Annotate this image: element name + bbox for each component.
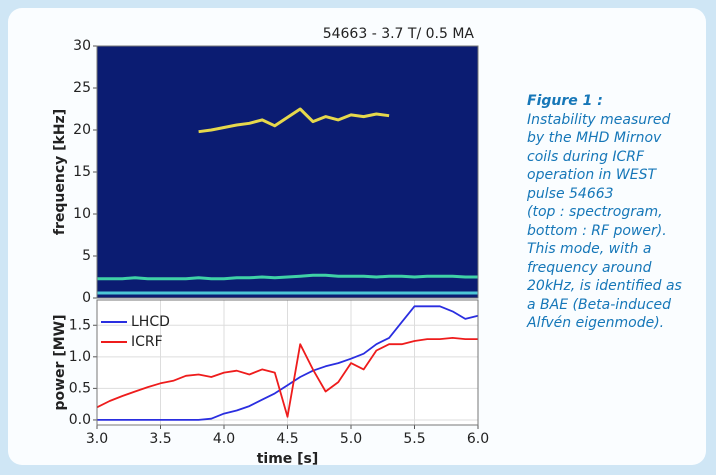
legend-label: LHCD xyxy=(131,314,170,330)
caption-line: (top : spectrogram, xyxy=(527,204,663,220)
plot-frame xyxy=(96,45,479,299)
x-tick-label: 3.0 xyxy=(86,431,108,447)
caption-line: bottom : RF power). xyxy=(527,222,667,239)
caption: Figure 1 : Instability measured by the MHD… xyxy=(527,92,707,333)
y-axis-title: frequency [kHz] xyxy=(52,109,68,235)
y-tick-label: 25 xyxy=(73,80,91,96)
spectrogram-background xyxy=(97,46,478,298)
caption-line: Instability measured xyxy=(527,111,671,128)
y-tick-label: 15 xyxy=(73,164,91,180)
x-axis-title: time [s] xyxy=(257,451,319,467)
y-tick-label: 0.0 xyxy=(69,412,91,428)
legend-label: ICRF xyxy=(131,334,163,350)
y-tick-label: 1.0 xyxy=(69,349,91,365)
caption-line: 20kHz, is identified as xyxy=(527,278,682,294)
y-tick-label: 0 xyxy=(82,290,91,306)
caption-line: pulse 54663 xyxy=(527,185,614,202)
caption-line: Alfvén eigenmode). xyxy=(527,315,665,331)
x-tick-label: 6.0 xyxy=(467,431,489,447)
caption-line: a BAE (Beta-induced xyxy=(527,296,672,313)
x-tick-label: 3.5 xyxy=(149,431,171,447)
series-line xyxy=(198,107,390,134)
y-tick-label: 0.5 xyxy=(69,380,91,396)
y-tick-label: 1.5 xyxy=(69,317,91,333)
x-tick-label: 5.0 xyxy=(340,431,362,447)
y-tick-label: 10 xyxy=(73,206,91,222)
caption-line: coils during ICRF xyxy=(527,148,645,165)
y-tick-label: 30 xyxy=(73,38,91,54)
x-tick-label: 5.5 xyxy=(403,431,425,447)
caption-line: frequency around xyxy=(527,259,652,276)
caption-line: by the MHD Mirnov xyxy=(527,130,662,146)
series-line xyxy=(97,305,479,421)
series-line xyxy=(97,273,478,281)
y-tick-label: 20 xyxy=(73,122,91,138)
x-tick-label: 4.5 xyxy=(276,431,298,447)
y-axis-title: power [MW] xyxy=(52,314,68,410)
caption-line: operation in WEST xyxy=(527,167,657,183)
caption-line: This mode, with a xyxy=(527,241,652,257)
series-line xyxy=(96,337,478,418)
y-tick-label: 5 xyxy=(82,248,91,264)
plot-frame xyxy=(96,299,479,426)
caption-title: Figure 1 : xyxy=(527,93,603,109)
x-tick-label: 4.0 xyxy=(213,431,235,447)
chart-title: 54663 - 3.7 T/ 0.5 MA xyxy=(323,26,475,42)
